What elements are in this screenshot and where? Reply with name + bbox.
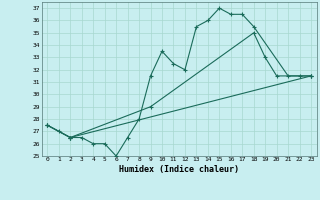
X-axis label: Humidex (Indice chaleur): Humidex (Indice chaleur) [119, 165, 239, 174]
